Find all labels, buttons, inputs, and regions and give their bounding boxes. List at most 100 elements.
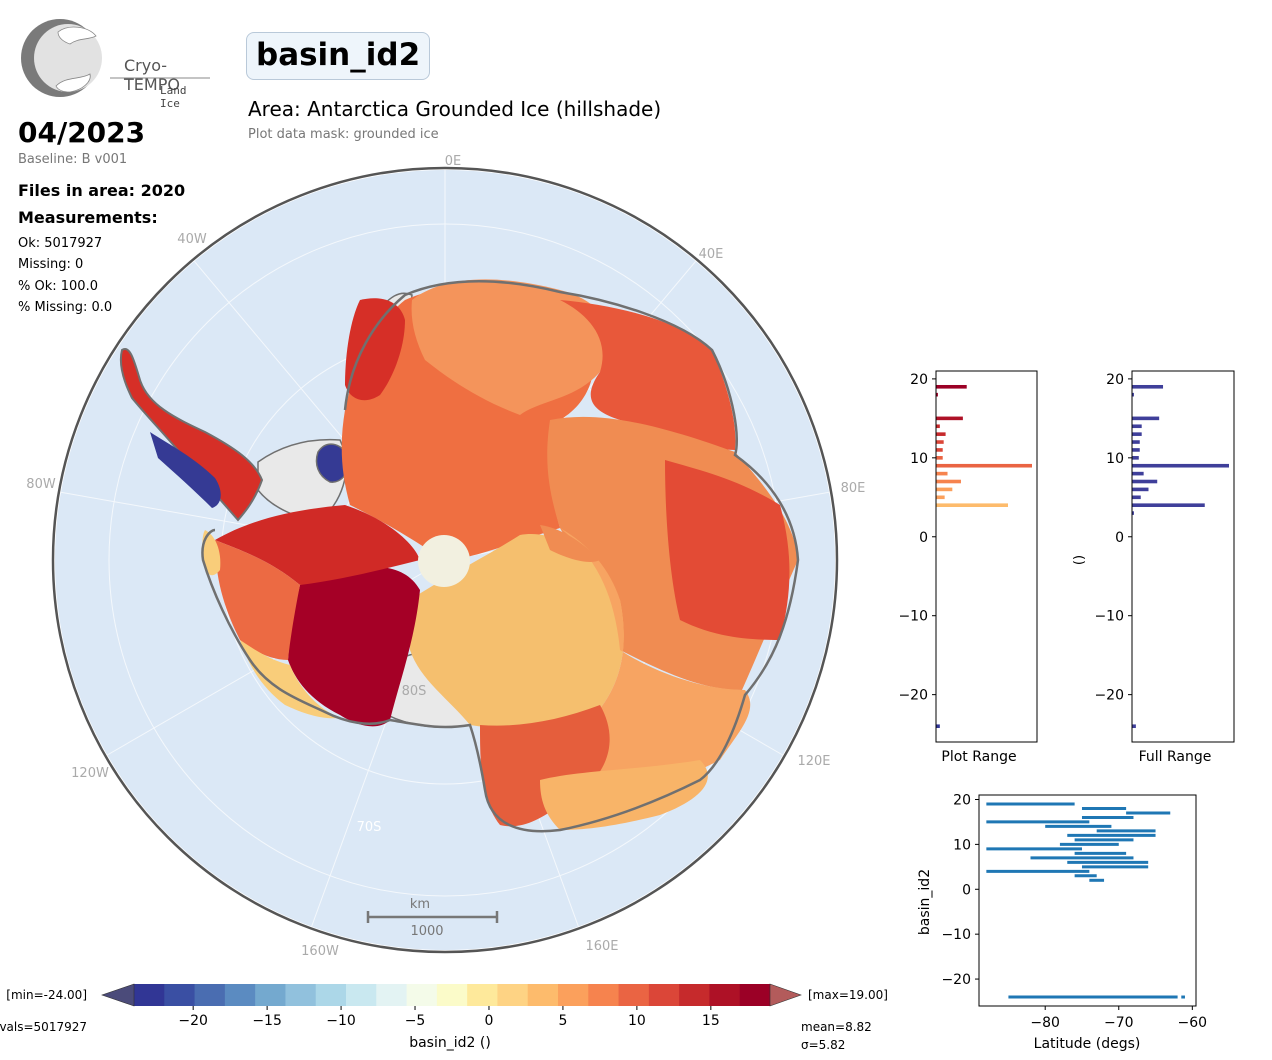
histogram-bar — [1132, 392, 1134, 397]
scatter-xtick-label: −60 — [1178, 1015, 1208, 1031]
scatter-ytick-label: 20 — [953, 792, 971, 808]
histogram-ytick-label: 20 — [1106, 372, 1124, 388]
histogram-bar — [1132, 724, 1136, 729]
colorbar-swatch — [648, 984, 680, 1006]
histogram-bar — [1132, 424, 1142, 429]
histogram-bar — [1132, 384, 1164, 389]
histogram-bar — [1132, 479, 1158, 484]
scatter-ytick-label: 10 — [953, 837, 971, 853]
colorbar-min-label: [min=-24.00] — [6, 988, 87, 1002]
histogram-bar — [1132, 448, 1140, 452]
histogram-bar — [936, 503, 1008, 507]
pole-hole — [418, 535, 470, 587]
histogram-bar — [1132, 456, 1139, 460]
histogram-bar — [1132, 463, 1229, 468]
colorbar-swatch — [315, 984, 347, 1006]
colorbar-ticks: −20 −15 −10 −5 0 5 10 15 — [178, 1006, 720, 1029]
colorbar-min-extend — [101, 983, 135, 1007]
lon-label-40E: 40E — [699, 247, 724, 262]
histogram-ytick-label: 0 — [919, 530, 928, 546]
scale-unit: km — [410, 897, 430, 912]
colorbar-axis-label: basin_id2 () — [409, 1035, 491, 1051]
map-frame — [51, 166, 839, 954]
colorbar-swatch — [285, 984, 317, 1006]
histogram-bar — [936, 479, 961, 484]
histogram-bar — [936, 495, 945, 500]
histogram-ytick-label: −10 — [1094, 609, 1124, 625]
lat-label-70S: 70S — [357, 820, 382, 835]
scale-value: 1000 — [410, 924, 443, 939]
colorbar-tick-label: 15 — [702, 1013, 720, 1029]
histogram-bar — [936, 456, 943, 460]
colorbar-tick-label: −20 — [178, 1013, 208, 1029]
lon-label-160E: 160E — [585, 939, 618, 954]
logo-subtitle: Land Ice — [160, 84, 187, 110]
histogram-ytick-label: −20 — [898, 688, 928, 704]
histogram-bar — [1132, 511, 1134, 515]
colorbar-swatch — [497, 984, 529, 1006]
colorbar-swatch — [467, 984, 498, 1006]
basin-polygons — [202, 279, 798, 830]
colorbar-swatch — [255, 984, 286, 1006]
histogram-bar — [1132, 440, 1140, 444]
histogram-ytick-label: 10 — [1106, 451, 1124, 467]
colorbar-tick-label: −5 — [405, 1013, 426, 1029]
histogram-frame — [935, 370, 1038, 743]
lon-label-120E: 120E — [797, 754, 830, 769]
scatter-frame — [978, 794, 1197, 1007]
histogram-bar — [936, 416, 963, 421]
colorbar: −20 −15 −10 −5 0 5 10 15 [min=-24.00] [max=19.0… — [0, 983, 888, 1052]
colorbar-max-label: [max=19.00] — [808, 988, 888, 1002]
lon-label-40W: 40W — [177, 232, 207, 247]
logo-divider — [110, 77, 210, 79]
histogram-full-range: 20 10 0 −10 −20 Full Range () — [1072, 370, 1235, 765]
mask-note: Plot data mask: grounded ice — [248, 127, 439, 142]
lon-label-160W: 160W — [301, 944, 339, 959]
lat-label-80S: 80S — [402, 684, 427, 699]
histogram-frame — [1131, 370, 1235, 743]
histogram-bar — [936, 463, 1032, 468]
colorbar-sigma-label: σ=5.82 — [801, 1038, 845, 1052]
histogram-bar — [936, 448, 943, 452]
histogram-ytick-label: −20 — [1094, 688, 1124, 704]
colorbar-max-extend — [769, 983, 802, 1007]
colorbar-swatch — [618, 984, 650, 1006]
variable-name-box: basin_id2 — [246, 32, 431, 80]
colorbar-swatch — [376, 984, 408, 1006]
histogram-bar — [936, 471, 948, 476]
colorbar-swatch — [436, 984, 468, 1006]
lon-label-0E: 0E — [445, 154, 462, 169]
scatter-xlabel: Latitude (degs) — [1034, 1036, 1141, 1052]
scatter-ylabel: basin_id2 — [917, 869, 933, 935]
histogram-ytick-label: 20 — [910, 372, 928, 388]
colorbar-tick-label: 0 — [485, 1013, 494, 1029]
histogram-bar — [936, 440, 944, 444]
histogram-ytick-label: 10 — [910, 451, 928, 467]
coastline — [201, 280, 800, 833]
colorbar-tick-label: 5 — [558, 1013, 567, 1029]
scatter-ytick-label: −20 — [941, 972, 971, 988]
histogram-bar — [936, 384, 967, 389]
histogram-bar — [936, 724, 940, 729]
scatter-xtick-label: −80 — [1030, 1015, 1060, 1031]
histogram-ytick-label: 0 — [1115, 530, 1124, 546]
colorbar-swatch — [134, 984, 165, 1006]
colorbar-swatch — [406, 984, 438, 1006]
colorbar-swatch — [588, 984, 620, 1006]
histogram-bar — [1132, 471, 1144, 476]
histogram-bar — [1132, 416, 1160, 421]
histogram-plot-range: 20 10 0 −10 −20 Plot Range — [898, 370, 1038, 765]
colorbar-tick-label: −15 — [252, 1013, 282, 1029]
colorbar-tick-label: −10 — [326, 1013, 356, 1029]
peninsula-tip-blue — [150, 432, 221, 508]
basin-vs-latitude-plot: 20 10 0 −10 −20 −80 −70 −60 Latitude (degs) bas… — [917, 792, 1208, 1052]
histogram-bar — [1132, 432, 1142, 436]
baseline-label: Baseline: B v001 — [18, 152, 128, 167]
colorbar-swatch — [164, 984, 196, 1006]
colorbar-swatch — [709, 984, 741, 1006]
scatter-ytick-label: 0 — [962, 882, 971, 898]
date-label: 04/2023 — [18, 116, 146, 149]
hist-full-ylabel: () — [1072, 555, 1087, 565]
logo-name: Cryo-TEMPO — [124, 56, 180, 94]
scatter-xtick-label: −70 — [1104, 1015, 1134, 1031]
